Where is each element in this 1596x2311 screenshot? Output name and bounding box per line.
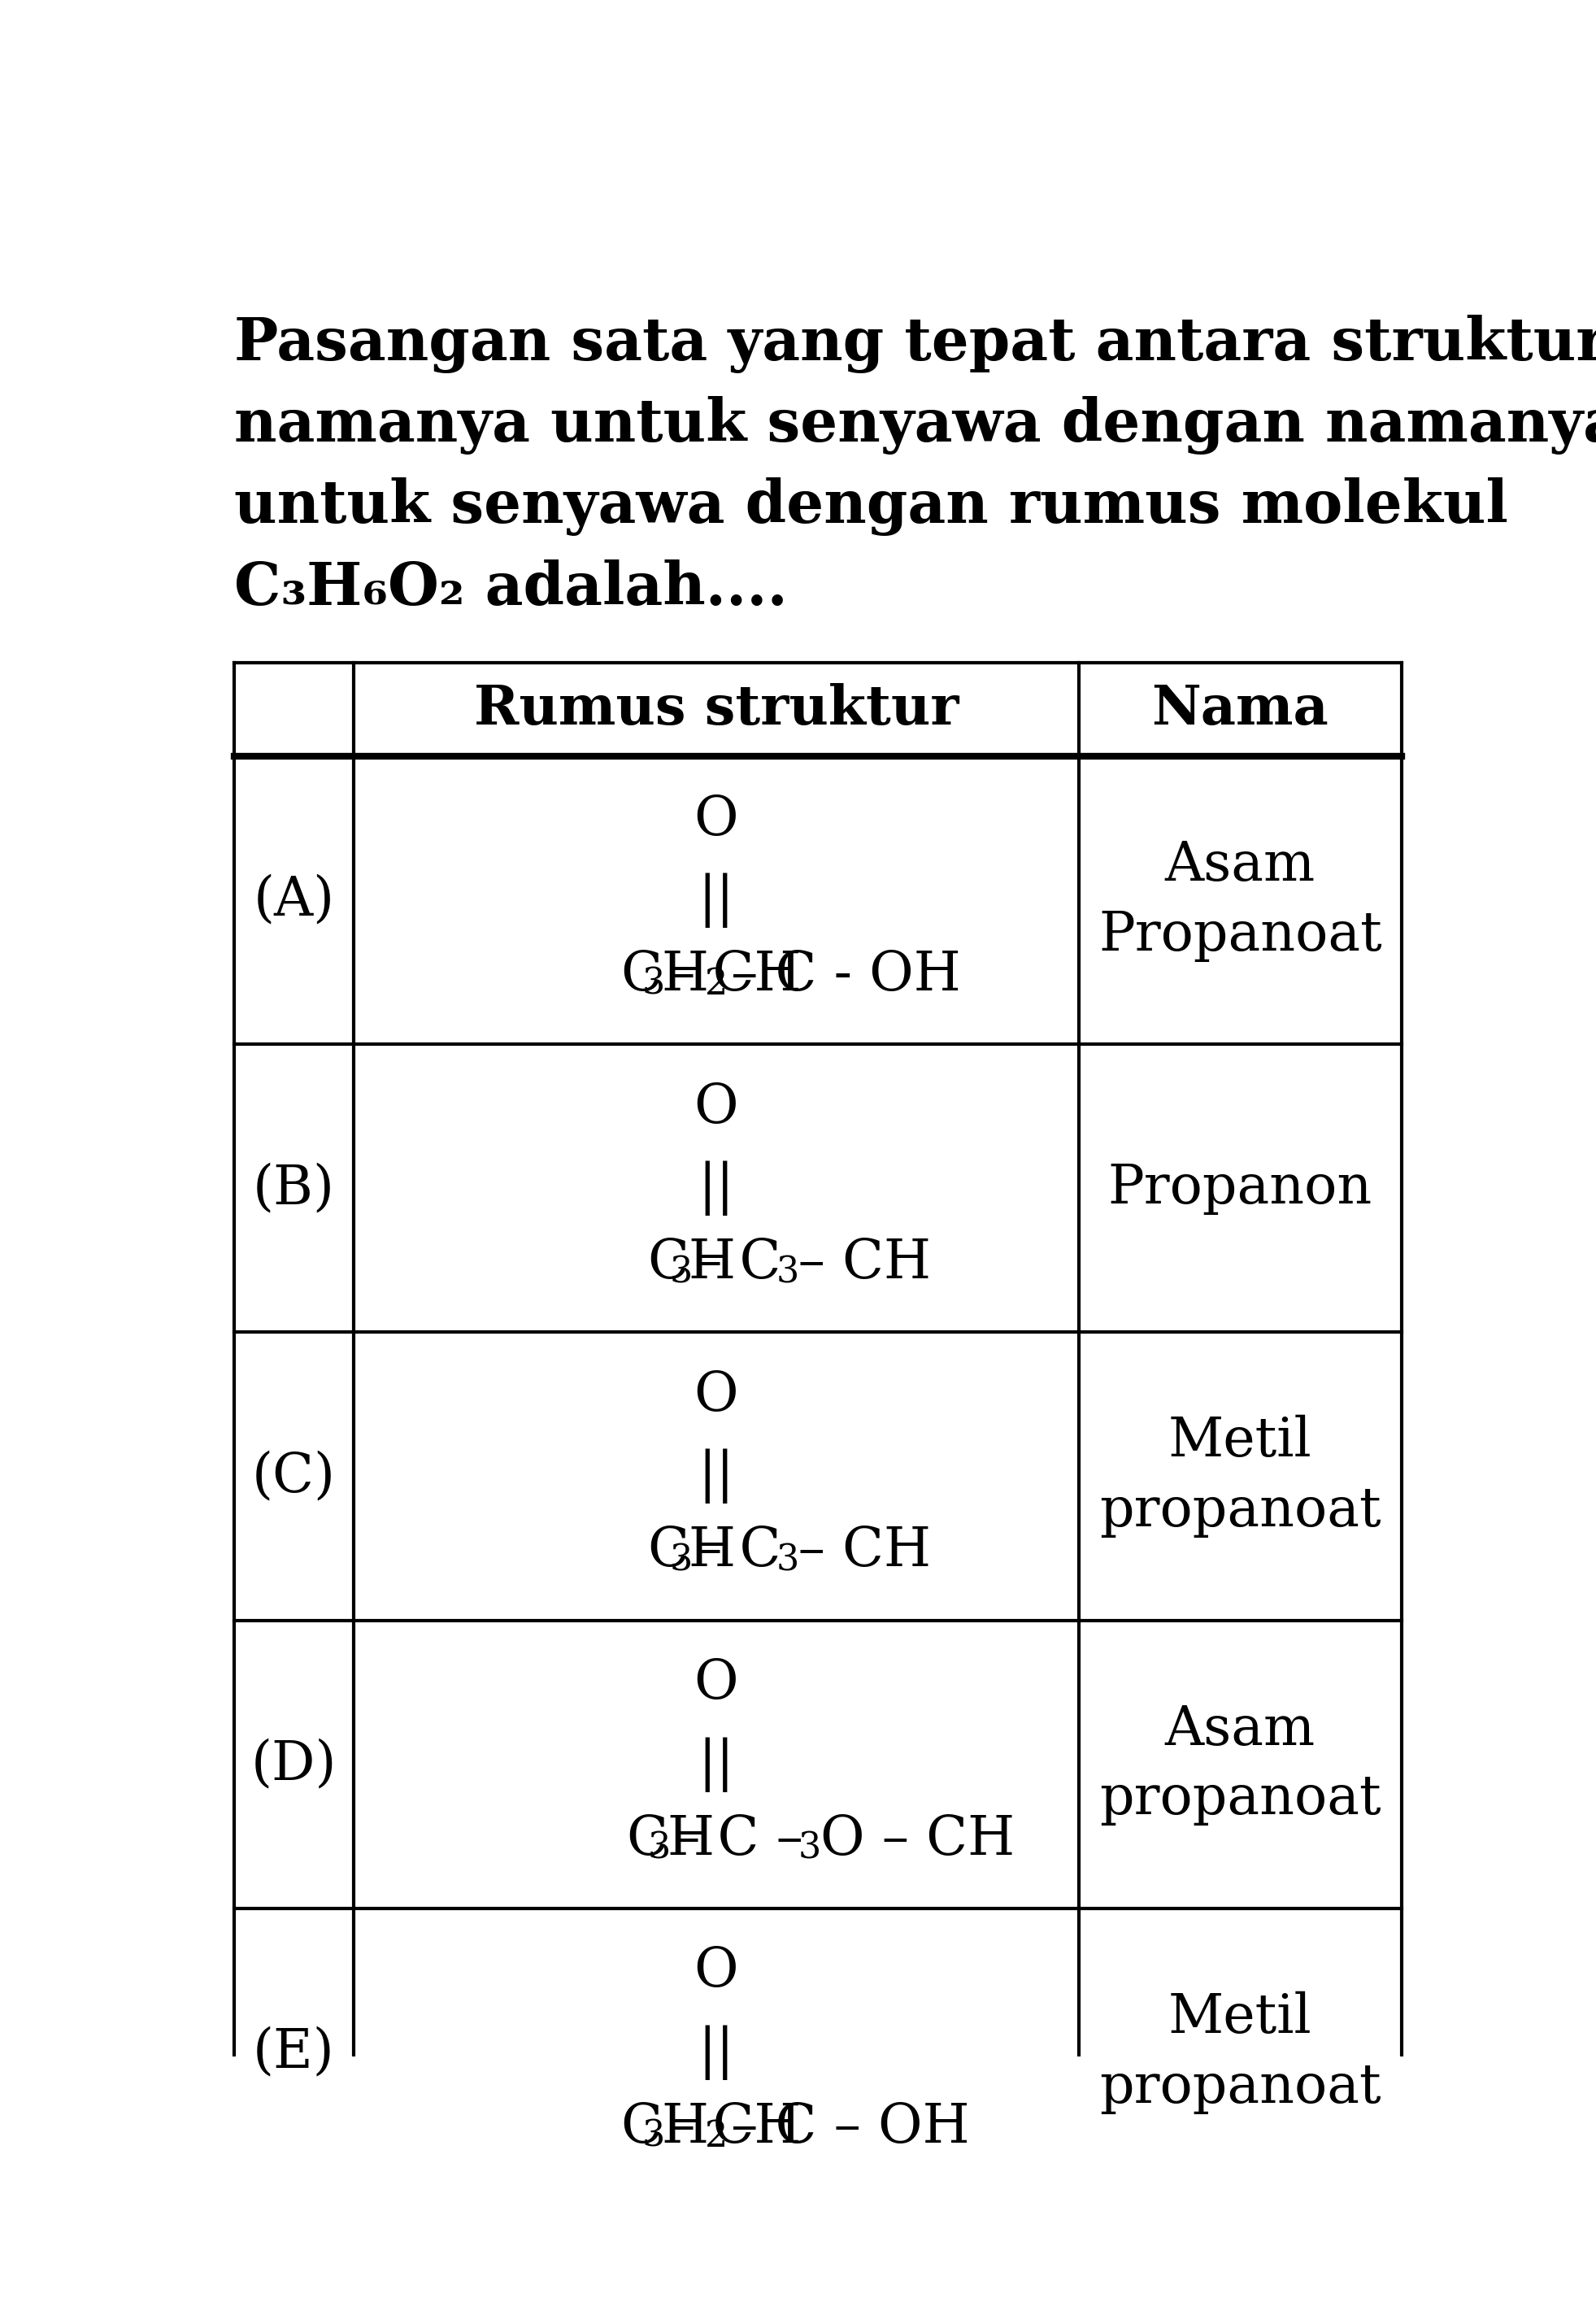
Text: (E): (E) (254, 2027, 335, 2080)
Text: Propanon: Propanon (1108, 1162, 1373, 1216)
Text: – C – CH: – C – CH (678, 1525, 930, 1578)
Text: Asam
Propanoat: Asam Propanoat (1098, 839, 1382, 961)
Text: – C – O – CH: – C – O – CH (656, 1812, 1015, 1865)
Text: (B): (B) (252, 1162, 335, 1216)
Text: O: O (694, 1657, 739, 1710)
Text: 3: 3 (669, 1544, 693, 1578)
Text: (C): (C) (252, 1449, 335, 1502)
Text: C₃H₆O₂ adalah....: C₃H₆O₂ adalah.... (235, 559, 788, 617)
Text: 3: 3 (669, 1255, 693, 1290)
Text: untuk senyawa dengan rumus molekul: untuk senyawa dengan rumus molekul (235, 478, 1508, 536)
Text: Metil
propanoat: Metil propanoat (1100, 1992, 1381, 2115)
Text: (D): (D) (251, 1738, 337, 1791)
Text: ||: || (697, 1738, 734, 1791)
Text: 3: 3 (642, 2119, 666, 2154)
Text: Asam
propanoat: Asam propanoat (1100, 1703, 1381, 1826)
Text: (A): (A) (254, 874, 335, 927)
Text: CH: CH (648, 1236, 736, 1290)
Text: CH: CH (626, 1812, 715, 1865)
Text: O: O (694, 1946, 739, 1999)
Text: – CH: – CH (651, 950, 801, 1001)
Text: Rumus struktur: Rumus struktur (474, 684, 959, 735)
Text: 3: 3 (776, 1255, 800, 1290)
Text: O: O (694, 793, 739, 846)
Text: – C – OH: – C – OH (713, 2101, 970, 2154)
Text: CH: CH (621, 950, 709, 1001)
Text: – CH: – CH (651, 2101, 801, 2154)
Text: ||: || (697, 1449, 734, 1504)
Text: Metil
propanoat: Metil propanoat (1100, 1414, 1381, 1537)
Text: – C - OH: – C - OH (713, 950, 961, 1001)
Text: – C – CH: – C – CH (678, 1236, 930, 1290)
Text: 2: 2 (705, 966, 728, 1001)
Text: ||: || (697, 1160, 734, 1216)
Text: CH: CH (621, 2101, 709, 2154)
Text: 3: 3 (798, 1830, 820, 1865)
Text: 3: 3 (648, 1830, 670, 1865)
Text: O: O (694, 1082, 739, 1135)
Text: namanya untuk senyawa dengan namanya: namanya untuk senyawa dengan namanya (235, 395, 1596, 455)
Text: ||: || (697, 2024, 734, 2080)
Text: 2: 2 (705, 2119, 728, 2154)
Text: CH: CH (648, 1525, 736, 1578)
Text: O: O (694, 1368, 739, 1421)
Text: Pasangan sata yang tepat antara struktur dan: Pasangan sata yang tepat antara struktur… (235, 314, 1596, 374)
Text: 3: 3 (642, 966, 666, 1001)
Text: ||: || (697, 874, 734, 927)
Text: 3: 3 (776, 1544, 800, 1578)
Text: Nama: Nama (1152, 684, 1328, 735)
